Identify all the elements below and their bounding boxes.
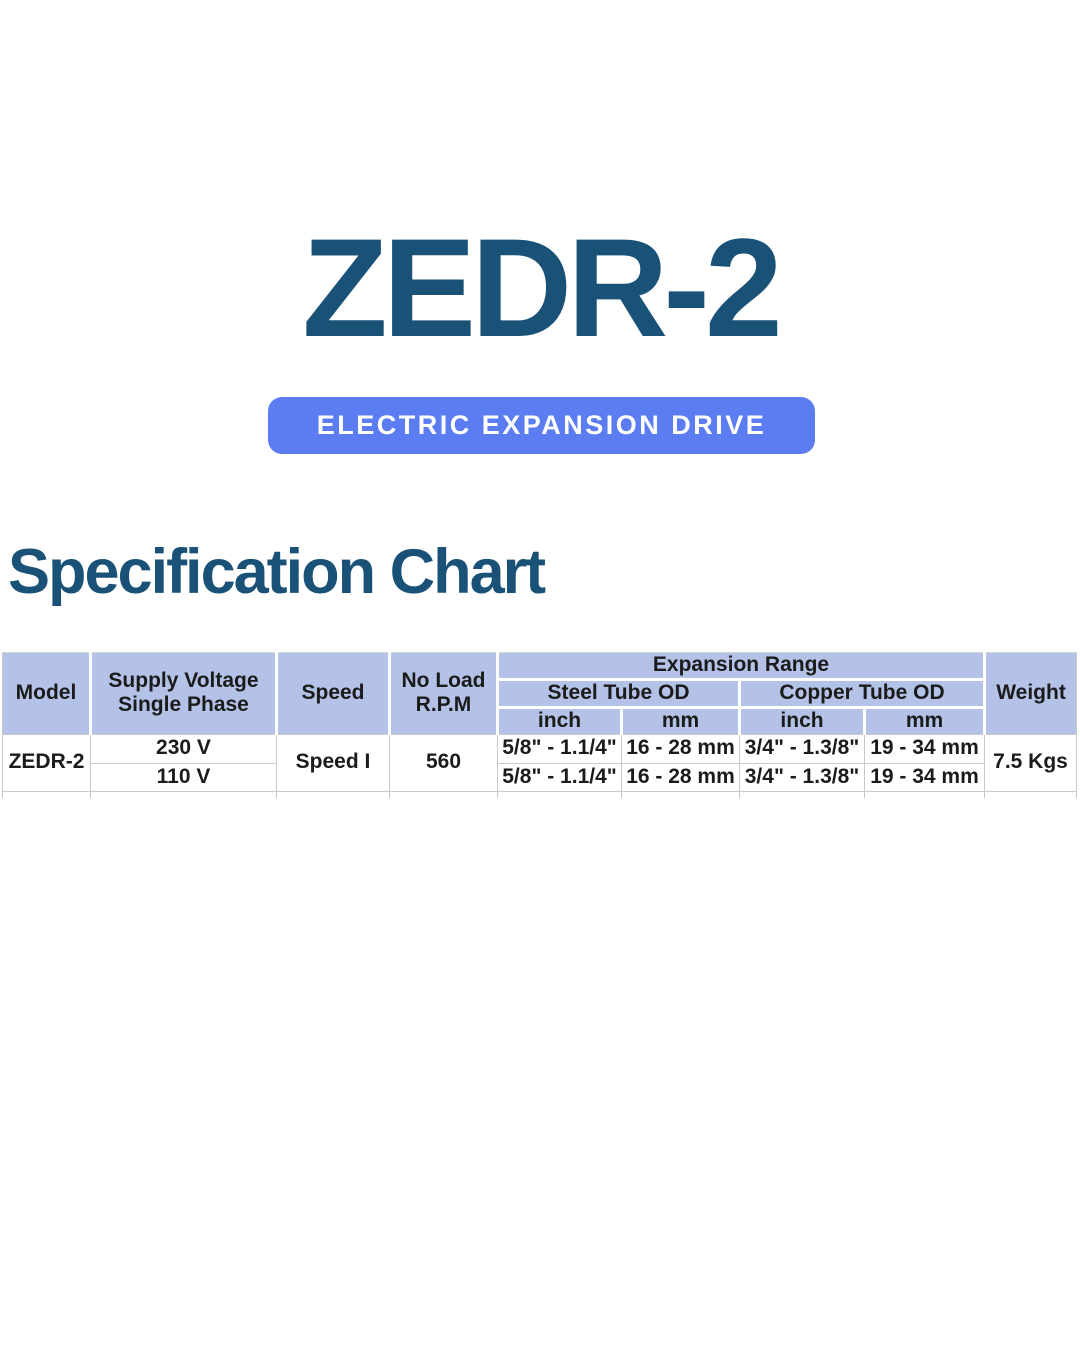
- partial-row-cell: [621, 790, 740, 798]
- cell-copper-inch-row1: 3/4" - 1.3/8": [739, 733, 865, 764]
- cell-copper-inch-row2: 3/4" - 1.3/8": [739, 762, 865, 792]
- cell-copper-mm-row1: 19 - 34 mm: [863, 733, 986, 764]
- cell-steel-mm-row2: 16 - 28 mm: [621, 762, 740, 792]
- partial-row-cell: [863, 790, 986, 798]
- partial-row-cell: [497, 790, 622, 798]
- table-row: ZEDR-2 230 V Speed I 560 5/8" - 1.1/4" 1…: [2, 733, 1078, 792]
- partial-row-cell: [2, 790, 91, 798]
- cell-voltage-110: 110 V: [90, 762, 277, 792]
- cell-steel-inch-row2: 5/8" - 1.1/4": [497, 762, 622, 792]
- header-copper-mm: mm: [862, 705, 987, 735]
- cell-voltage-230: 230 V: [90, 733, 277, 764]
- table-row: 110 V 5/8" - 1.1/4" 16 - 28 mm 3/4" - 1.…: [3, 762, 1077, 792]
- header-weight: Weight: [983, 652, 1078, 735]
- cell-copper-mm-row2: 19 - 34 mm: [863, 762, 986, 792]
- product-subtitle-text: ELECTRIC EXPANSION DRIVE: [316, 410, 767, 440]
- header-steel-mm: mm: [620, 705, 741, 735]
- product-subtitle-badge: ELECTRIC EXPANSION DRIVE: [268, 397, 815, 454]
- header-supply-voltage: Supply Voltage Single Phase: [89, 652, 278, 735]
- partial-row-cell: [984, 790, 1078, 798]
- cell-steel-mm-row1: 16 - 28 mm: [621, 733, 740, 764]
- header-speed: Speed: [275, 652, 391, 735]
- header-copper-tube-od: Copper Tube OD: [737, 677, 987, 709]
- partial-row-cell: [389, 790, 498, 798]
- cell-steel-inch-row1: 5/8" - 1.1/4": [497, 733, 622, 764]
- cell-model: ZEDR-2: [2, 733, 91, 792]
- specification-table: Model Supply Voltage Single Phase Speed …: [2, 652, 1078, 798]
- header-expansion-range: Expansion Range: [495, 652, 987, 681]
- partial-row-cell: [276, 790, 390, 798]
- header-steel-inch: inch: [496, 705, 623, 735]
- header-model: Model: [2, 652, 92, 735]
- partial-cropped-row: [2, 790, 1078, 798]
- header-steel-tube-od: Steel Tube OD: [496, 677, 741, 709]
- partial-row-cell: [90, 790, 277, 798]
- partial-row-cell: [739, 790, 865, 798]
- header-copper-inch: inch: [738, 705, 866, 735]
- cell-no-load-rpm: 560: [389, 733, 498, 792]
- cell-speed: Speed I: [276, 733, 390, 792]
- cell-weight: 7.5 Kgs: [984, 733, 1078, 792]
- page-title: ZEDR-2: [302, 209, 783, 366]
- section-heading: Specification Chart: [8, 537, 546, 607]
- header-no-load-rpm: No Load R.P.M: [388, 652, 499, 735]
